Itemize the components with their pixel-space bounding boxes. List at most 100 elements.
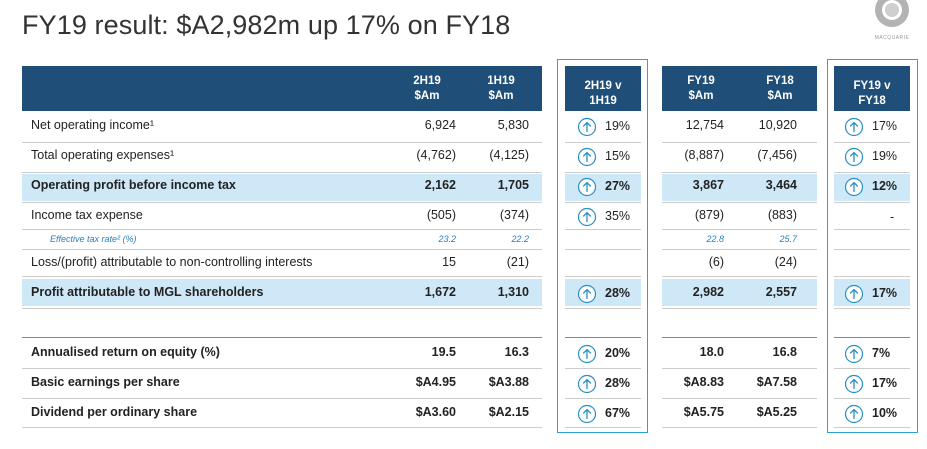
up-arrow-icon: [844, 177, 864, 197]
up-arrow-icon: [577, 117, 597, 137]
up-arrow-icon: [577, 177, 597, 197]
change-value: 10%: [872, 406, 898, 420]
row-separator: [834, 398, 910, 399]
half-change-header: [565, 66, 641, 111]
up-arrow-icon: [577, 284, 597, 304]
row-separator: [565, 368, 641, 369]
change-value: 27%: [605, 179, 631, 193]
row-separator: [22, 172, 542, 173]
row-separator: [22, 308, 542, 309]
row-label: Net operating income¹: [31, 118, 154, 132]
cell-h2h19: 19.5: [431, 345, 456, 359]
change-value: 20%: [605, 346, 631, 360]
col-header-1h19: 1H19 $Am: [487, 75, 515, 102]
cell-fy19: 18.0: [699, 345, 724, 359]
up-arrow-icon: [844, 374, 864, 394]
row-separator: [662, 398, 817, 399]
change-value: 67%: [605, 406, 631, 420]
cell-fy19: 3,867: [692, 178, 724, 192]
row-separator: [834, 142, 910, 143]
cell-fy18: 10,920: [758, 118, 797, 132]
cell-h1h19: $A3.88: [488, 375, 529, 389]
operating-profit-highlight-half: [565, 174, 641, 201]
up-arrow-icon: [577, 147, 597, 167]
cell-h2h19: 6,924: [424, 118, 456, 132]
row-separator: [834, 249, 910, 250]
cell-h2h19: 15: [442, 255, 456, 269]
change-value: 15%: [605, 149, 631, 163]
row-separator: [22, 337, 542, 338]
row-label: Annualised return on equity (%): [31, 345, 220, 359]
change-value: 28%: [605, 286, 631, 300]
change-value: 17%: [872, 119, 898, 133]
cell-h2h19: 1,672: [424, 285, 456, 299]
col-header-half-change: 2H19 v 1H19: [584, 80, 622, 107]
col-header-fy19: FY19 $Am: [687, 75, 715, 102]
year-change-frame: [827, 59, 918, 433]
cell-fy19: $A8.83: [683, 375, 724, 389]
row-separator: [22, 202, 542, 203]
cell-fy18: 3,464: [765, 178, 797, 192]
full-year-header: [662, 66, 817, 111]
row-separator: [834, 337, 910, 338]
change-value: 12%: [872, 179, 898, 193]
cell-h2h19: (4,762): [416, 148, 456, 162]
cell-fy18: (883): [767, 208, 797, 222]
row-separator: [834, 308, 910, 309]
page-title: FY19 result: $A2,982m up 17% on FY18: [22, 10, 511, 40]
row-separator: [22, 249, 542, 250]
profit-highlight-half: [565, 279, 641, 306]
cell-fy18: $A5.25: [756, 405, 797, 419]
table-header-band: [22, 66, 542, 111]
year-change-header: [834, 66, 910, 111]
row-separator: [834, 229, 910, 230]
up-arrow-icon: [577, 344, 597, 364]
cell-fy18: $A7.58: [756, 375, 797, 389]
up-arrow-icon: [577, 374, 597, 394]
change-value: -: [890, 210, 895, 224]
row-separator: [565, 427, 641, 428]
row-label: Total operating expenses¹: [31, 148, 175, 162]
cell-fy19: (879): [694, 208, 724, 222]
row-separator: [662, 249, 817, 250]
cell-h1h19: (374): [499, 208, 529, 222]
row-separator: [565, 229, 641, 230]
cell-fy18: 16.8: [772, 345, 797, 359]
row-separator: [834, 276, 910, 277]
cell-h1h19: $A2.15: [488, 405, 529, 419]
row-label: Profit attributable to MGL shareholders: [31, 285, 264, 299]
row-separator: [565, 276, 641, 277]
row-separator: [565, 142, 641, 143]
cell-h1h19: 1,310: [497, 285, 529, 299]
row-separator: [22, 229, 542, 230]
change-value: 28%: [605, 376, 631, 390]
change-value: 35%: [605, 209, 631, 223]
up-arrow-icon: [844, 344, 864, 364]
up-arrow-icon: [844, 404, 864, 424]
row-separator: [22, 398, 542, 399]
up-arrow-icon: [844, 284, 864, 304]
up-arrow-icon: [844, 117, 864, 137]
macquarie-logo-icon: [875, 0, 909, 27]
cell-fy19: (6): [708, 255, 724, 269]
half-change-frame: [557, 59, 648, 433]
row-label: Effective tax rate² (%): [50, 234, 137, 244]
row-separator: [22, 368, 542, 369]
cell-h1h19: (4,125): [489, 148, 529, 162]
operating-profit-highlight: [22, 174, 542, 201]
change-value: 17%: [872, 376, 898, 390]
cell-h2h19: $A3.60: [415, 405, 456, 419]
cell-fy18: (24): [774, 255, 797, 269]
up-arrow-icon: [577, 207, 597, 227]
row-separator: [662, 427, 817, 428]
cell-h1h19: 16.3: [504, 345, 529, 359]
operating-profit-highlight-fy: [662, 174, 817, 201]
row-separator: [662, 337, 817, 338]
up-arrow-icon: [844, 147, 864, 167]
cell-fy18: (7,456): [757, 148, 797, 162]
row-separator: [662, 172, 817, 173]
cell-h2h19: (505): [426, 208, 456, 222]
row-separator: [22, 276, 542, 277]
row-separator: [662, 202, 817, 203]
row-separator: [662, 276, 817, 277]
